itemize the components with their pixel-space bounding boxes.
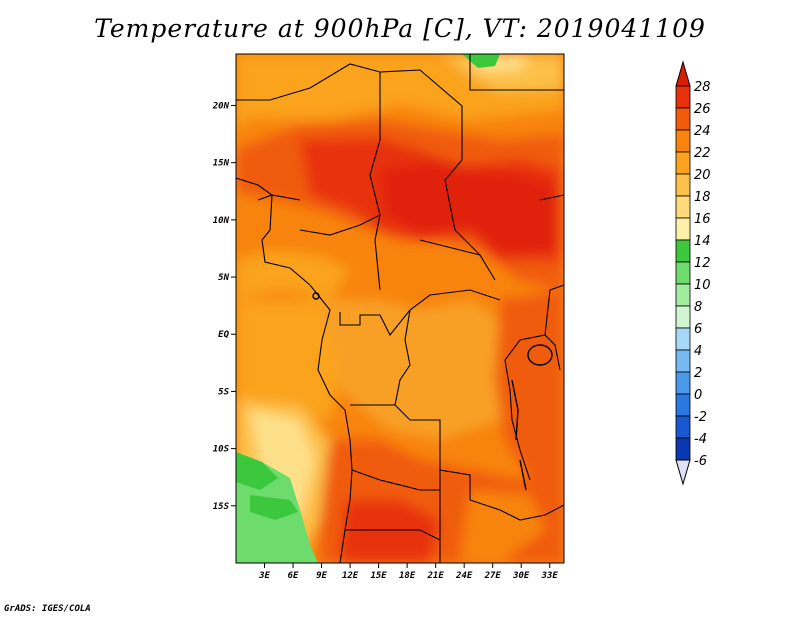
lon-tick-label: 33E bbox=[541, 571, 559, 581]
colorbar-label: -2 bbox=[694, 410, 707, 425]
lon-tick-label: 24E bbox=[455, 571, 473, 581]
lon-tick-label: 12E bbox=[342, 571, 359, 581]
lat-tick-label: 15S bbox=[213, 502, 230, 512]
lon-tick-label: 15E bbox=[370, 571, 387, 581]
colorbar-label: 22 bbox=[694, 146, 711, 161]
lon-tick-label: 9E bbox=[316, 571, 327, 581]
lat-tick-label: 5N bbox=[218, 273, 229, 283]
lake-outlines bbox=[312, 292, 553, 491]
colorbar-label: 26 bbox=[694, 102, 711, 117]
country-borders bbox=[236, 54, 564, 563]
map-field bbox=[236, 54, 564, 563]
colorbar-bottom-arrow bbox=[675, 459, 691, 486]
lon-tick-label: 18E bbox=[399, 571, 416, 581]
latitude-axis: 20N 15N 10N 5N EQ 5S 10S 15S bbox=[212, 101, 236, 512]
lat-tick-label: 10N bbox=[213, 216, 230, 226]
colorbar-label: 20 bbox=[694, 168, 711, 183]
colorbar-swatch bbox=[675, 283, 691, 307]
colorbar-swatch bbox=[675, 261, 691, 285]
colorbar-swatch bbox=[675, 349, 691, 373]
colorbar-label: 28 bbox=[694, 80, 711, 95]
colorbar-swatch bbox=[675, 305, 691, 329]
colorbar-swatch bbox=[675, 129, 691, 153]
lat-tick-label: 5S bbox=[218, 387, 229, 397]
colorbar-swatch bbox=[675, 173, 691, 197]
chart-title: Temperature at 900hPa [C], VT: 201904110… bbox=[94, 14, 706, 43]
colorbar-top-arrow bbox=[675, 60, 691, 87]
lat-tick-label: 15N bbox=[213, 159, 230, 169]
colorbar-swatch bbox=[675, 239, 691, 263]
lat-tick-label: 20N bbox=[212, 101, 230, 111]
colorbar-swatch bbox=[675, 415, 691, 439]
lon-tick-label: 3E bbox=[258, 571, 270, 581]
colorbar-swatch bbox=[675, 393, 691, 417]
colorbar-swatch bbox=[675, 151, 691, 175]
lon-tick-label: 27E bbox=[484, 571, 502, 581]
lon-tick-label: 30E bbox=[512, 571, 530, 581]
lat-tick-label: EQ bbox=[218, 330, 229, 340]
longitude-axis: 3E 6E 9E 12E 15E 18E 21E 24E 27E 30E 33E bbox=[258, 563, 558, 581]
colorbar-swatch bbox=[675, 107, 691, 131]
colorbar-label: -6 bbox=[694, 454, 707, 469]
colorbar-label: 10 bbox=[694, 278, 711, 293]
colorbar-label: 8 bbox=[694, 300, 702, 315]
colorbar-label: 14 bbox=[694, 234, 711, 249]
colorbar-label: 4 bbox=[694, 344, 702, 359]
colorbar-swatch bbox=[675, 195, 691, 219]
colorbar-label: 2 bbox=[694, 366, 702, 381]
lon-tick-label: 21E bbox=[427, 571, 445, 581]
lon-tick-label: 6E bbox=[288, 571, 299, 581]
colorbar-swatch bbox=[675, 85, 691, 109]
map-frame bbox=[235, 53, 565, 564]
colorbar-swatch bbox=[675, 371, 691, 395]
colorbar-label: 6 bbox=[694, 322, 702, 337]
colorbar-swatch bbox=[675, 437, 691, 461]
colorbar-label: 18 bbox=[694, 190, 711, 205]
colorbar-label: 16 bbox=[694, 212, 711, 227]
colorbar-label: 24 bbox=[694, 124, 711, 139]
colorbar-label: 12 bbox=[694, 256, 711, 271]
lat-tick-label: 10S bbox=[213, 445, 230, 455]
colorbar-label: 0 bbox=[694, 388, 702, 403]
colorbar-swatch bbox=[675, 217, 691, 241]
credit-label: GrADS: IGES/COLA bbox=[4, 604, 91, 614]
colorbar-swatch bbox=[675, 327, 691, 351]
colorbar-label: -4 bbox=[694, 432, 707, 447]
